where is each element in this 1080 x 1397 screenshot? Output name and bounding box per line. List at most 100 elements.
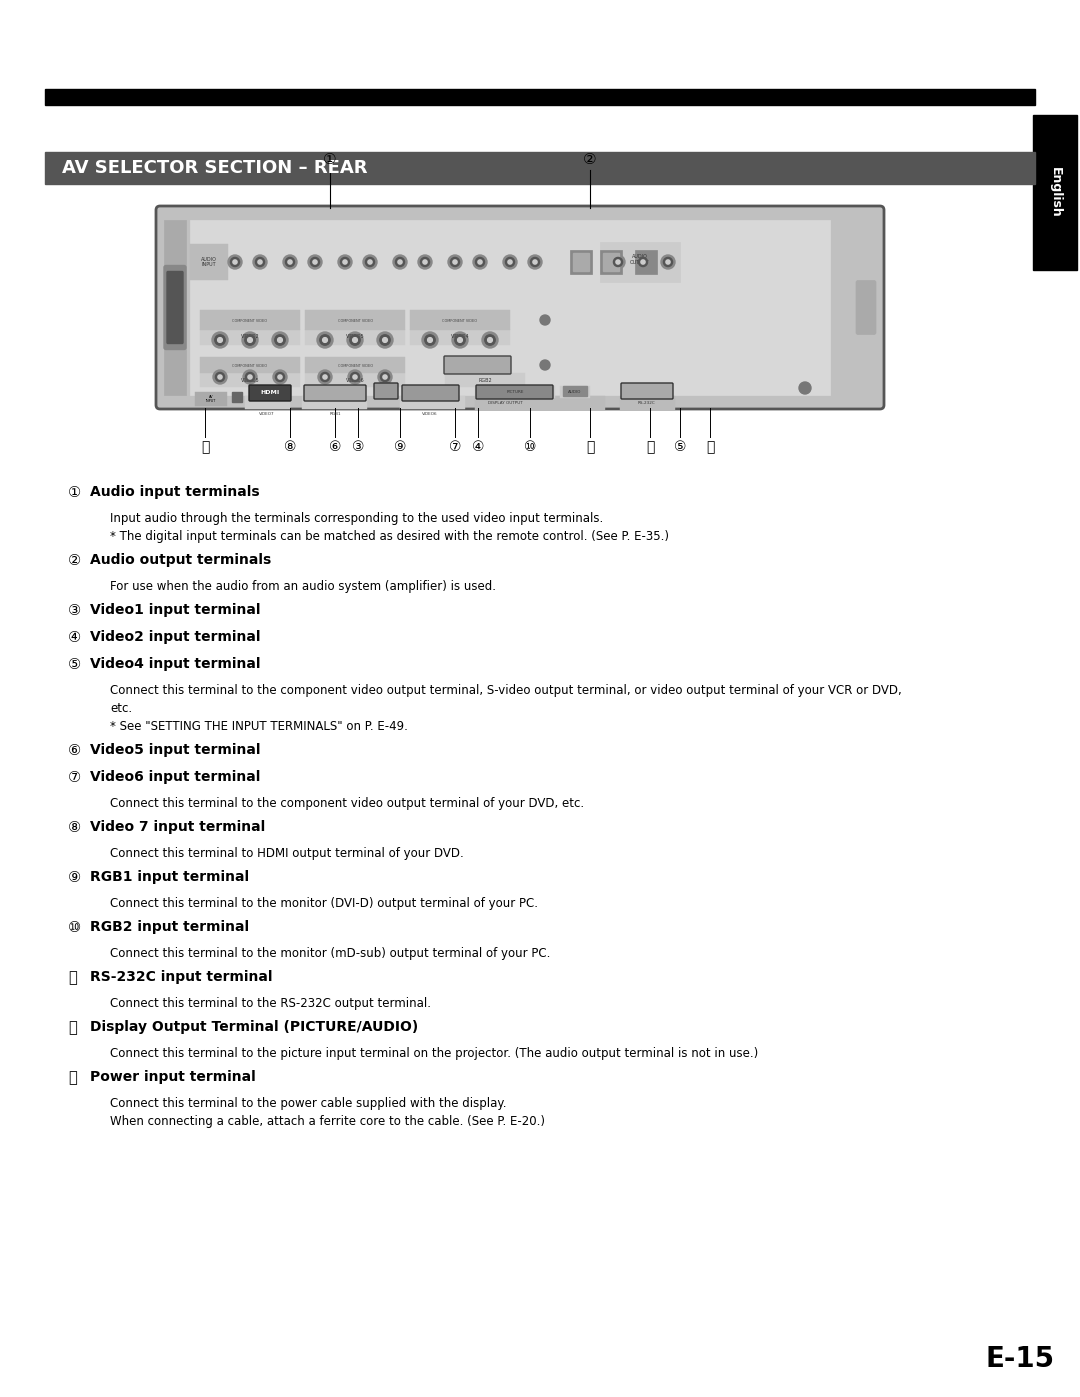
Circle shape bbox=[243, 370, 257, 384]
Circle shape bbox=[348, 370, 362, 384]
Circle shape bbox=[397, 260, 402, 264]
FancyBboxPatch shape bbox=[167, 271, 183, 344]
Text: ①: ① bbox=[68, 485, 81, 500]
Circle shape bbox=[418, 256, 432, 270]
Circle shape bbox=[363, 256, 377, 270]
Circle shape bbox=[420, 257, 430, 267]
Circle shape bbox=[508, 260, 512, 264]
FancyBboxPatch shape bbox=[156, 205, 885, 409]
Bar bbox=[561, 386, 590, 398]
Text: ③: ③ bbox=[352, 440, 364, 454]
Circle shape bbox=[450, 257, 460, 267]
Circle shape bbox=[503, 256, 517, 270]
Text: VIDEO7: VIDEO7 bbox=[259, 412, 274, 416]
Circle shape bbox=[530, 257, 540, 267]
Bar bbox=[232, 393, 242, 402]
Text: COMPONENT VIDEO: COMPONENT VIDEO bbox=[337, 365, 373, 367]
Circle shape bbox=[532, 260, 537, 264]
Circle shape bbox=[423, 260, 427, 264]
Circle shape bbox=[323, 374, 327, 379]
Circle shape bbox=[382, 338, 388, 342]
Circle shape bbox=[540, 360, 550, 370]
Text: ⑪: ⑪ bbox=[68, 970, 77, 985]
Text: ②: ② bbox=[583, 152, 597, 168]
Circle shape bbox=[285, 257, 295, 267]
Circle shape bbox=[278, 338, 282, 342]
Text: COMPONENT VIDEO: COMPONENT VIDEO bbox=[443, 319, 477, 323]
Text: Video5 input terminal: Video5 input terminal bbox=[90, 743, 260, 757]
Text: ⑦: ⑦ bbox=[68, 770, 81, 785]
Circle shape bbox=[458, 338, 462, 342]
Circle shape bbox=[256, 257, 265, 267]
Bar bbox=[563, 386, 588, 395]
Circle shape bbox=[245, 335, 255, 345]
Bar bbox=[164, 219, 186, 395]
Text: ⑫: ⑫ bbox=[646, 440, 654, 454]
Text: * See "SETTING THE INPUT TERMINALS" on P. E-49.: * See "SETTING THE INPUT TERMINALS" on P… bbox=[110, 719, 408, 733]
Circle shape bbox=[473, 256, 487, 270]
FancyBboxPatch shape bbox=[374, 383, 399, 400]
Circle shape bbox=[340, 257, 350, 267]
Text: VIDEO5: VIDEO5 bbox=[241, 377, 259, 383]
Text: Connect this terminal to the component video output terminal of your DVD, etc.: Connect this terminal to the component v… bbox=[110, 798, 584, 810]
FancyBboxPatch shape bbox=[476, 386, 553, 400]
Circle shape bbox=[323, 338, 327, 342]
Bar bbox=[200, 330, 300, 345]
FancyBboxPatch shape bbox=[164, 265, 186, 349]
Text: Video6 input terminal: Video6 input terminal bbox=[90, 770, 260, 784]
Text: COMPONENT VIDEO: COMPONENT VIDEO bbox=[337, 319, 373, 323]
Bar bbox=[573, 253, 589, 271]
Circle shape bbox=[308, 256, 322, 270]
Text: ⑥: ⑥ bbox=[328, 440, 341, 454]
Text: ⑩: ⑩ bbox=[524, 440, 537, 454]
Bar bbox=[45, 89, 1035, 105]
Text: AUDIO
INPUT: AUDIO INPUT bbox=[201, 257, 217, 267]
Text: Input audio through the terminals corresponding to the used video input terminal: Input audio through the terminals corres… bbox=[110, 511, 604, 525]
Bar bbox=[475, 386, 555, 398]
Circle shape bbox=[393, 256, 407, 270]
Circle shape bbox=[638, 257, 648, 267]
Text: Connect this terminal to the monitor (mD-sub) output terminal of your PC.: Connect this terminal to the monitor (mD… bbox=[110, 947, 551, 960]
Circle shape bbox=[258, 260, 262, 264]
Circle shape bbox=[350, 373, 360, 381]
Text: Connect this terminal to the picture input terminal on the projector. (The audio: Connect this terminal to the picture inp… bbox=[110, 1046, 758, 1060]
Circle shape bbox=[212, 332, 228, 348]
Circle shape bbox=[218, 374, 222, 379]
Circle shape bbox=[640, 260, 645, 264]
Circle shape bbox=[318, 332, 333, 348]
FancyBboxPatch shape bbox=[444, 356, 511, 374]
Circle shape bbox=[540, 314, 550, 326]
FancyBboxPatch shape bbox=[249, 386, 291, 401]
Text: Video2 input terminal: Video2 input terminal bbox=[90, 630, 260, 644]
Circle shape bbox=[453, 260, 457, 264]
Text: VIDEO6: VIDEO6 bbox=[422, 412, 437, 416]
Circle shape bbox=[274, 335, 285, 345]
Circle shape bbox=[318, 370, 332, 384]
Circle shape bbox=[380, 373, 390, 381]
Bar bbox=[305, 310, 405, 330]
Bar bbox=[305, 373, 405, 387]
Circle shape bbox=[310, 257, 320, 267]
Text: ⑥: ⑥ bbox=[68, 743, 81, 759]
Text: ⑨: ⑨ bbox=[68, 870, 81, 886]
Text: ③: ③ bbox=[68, 604, 81, 617]
Circle shape bbox=[228, 256, 242, 270]
Text: ⑫: ⑫ bbox=[68, 1020, 77, 1035]
Circle shape bbox=[288, 260, 292, 264]
Circle shape bbox=[663, 257, 673, 267]
Circle shape bbox=[215, 373, 225, 381]
Circle shape bbox=[338, 256, 352, 270]
Text: COMPONENT VIDEO: COMPONENT VIDEO bbox=[232, 365, 268, 367]
Text: VIDEO5: VIDEO5 bbox=[346, 334, 364, 339]
Bar bbox=[475, 395, 605, 409]
Text: * The digital input terminals can be matched as desired with the remote control.: * The digital input terminals can be mat… bbox=[110, 529, 669, 543]
Text: ⑬: ⑬ bbox=[201, 440, 210, 454]
Circle shape bbox=[365, 257, 375, 267]
Text: RS-232C input terminal: RS-232C input terminal bbox=[90, 970, 272, 983]
Bar bbox=[195, 393, 227, 407]
Circle shape bbox=[424, 335, 435, 345]
Circle shape bbox=[487, 338, 492, 342]
Circle shape bbox=[347, 332, 363, 348]
Circle shape bbox=[505, 257, 514, 267]
Circle shape bbox=[353, 374, 357, 379]
